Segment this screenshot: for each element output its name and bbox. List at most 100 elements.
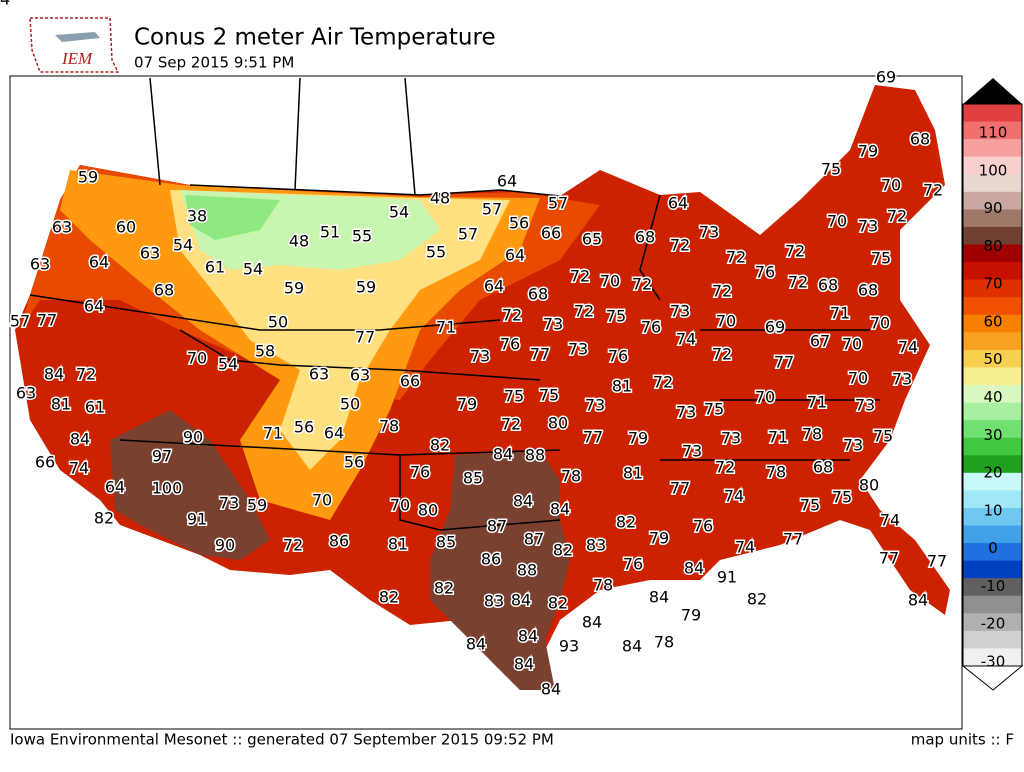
station-value: 72	[715, 458, 735, 477]
station-value: 83	[586, 536, 606, 555]
station-value: 68	[910, 130, 930, 149]
colorbar-tick-label: -30	[981, 653, 1006, 671]
station-value: 75	[821, 160, 841, 179]
station-value: 76	[500, 335, 520, 354]
station-value: 70	[870, 314, 890, 333]
station-value: 77	[530, 345, 550, 364]
station-value: 82	[548, 594, 568, 613]
station-value: 83	[484, 592, 504, 611]
colorbar-tick-label: 80	[983, 237, 1002, 255]
station-value: 64	[324, 424, 344, 443]
station-value: 87	[487, 517, 507, 536]
station-value: 73	[682, 442, 702, 461]
station-value: 48	[289, 232, 309, 251]
station-value: 54	[173, 236, 193, 255]
station-value: 73	[858, 217, 878, 236]
station-value: 73	[670, 302, 690, 321]
colorbar-tick-label: 40	[983, 388, 1002, 406]
colorbar-top	[963, 78, 1022, 104]
station-value: 70	[390, 496, 410, 515]
colorbar-segment	[963, 437, 1022, 456]
colorbar-tick-label: 70	[983, 275, 1002, 293]
region-hot-sw	[110, 410, 270, 560]
colorbar-segment	[963, 543, 1022, 562]
station-value: 91	[717, 568, 737, 587]
colorbar-segment	[963, 349, 1022, 368]
station-value: 50	[268, 313, 288, 332]
station-value: 72	[887, 207, 907, 226]
colorbar-segment	[963, 455, 1022, 474]
station-value: 78	[766, 463, 786, 482]
station-value: 61	[85, 398, 105, 417]
station-value: 54	[243, 260, 263, 279]
station-value: 74	[735, 538, 755, 557]
station-value: 56	[294, 418, 314, 437]
station-value: 56	[509, 214, 529, 233]
colorbar-tick-label: -20	[981, 615, 1006, 633]
station-value: 63	[140, 244, 160, 263]
station-value: 80	[418, 501, 438, 520]
station-value: 82	[430, 436, 450, 455]
station-value: 74	[880, 511, 900, 530]
station-value: 64	[484, 277, 504, 296]
station-value: 80	[859, 476, 879, 495]
station-value: 54	[218, 355, 238, 374]
station-value: 70	[600, 272, 620, 291]
station-value: 75	[606, 307, 626, 326]
station-value: 81	[623, 464, 643, 483]
station-value: 69	[876, 68, 896, 87]
station-value: 77	[37, 311, 57, 330]
station-value: 97	[152, 447, 172, 466]
station-value: 72	[283, 536, 303, 555]
station-value: 91	[187, 510, 207, 529]
station-value: 51	[320, 223, 340, 242]
station-value: 71	[436, 318, 456, 337]
station-value: 73	[470, 347, 490, 366]
station-value: 67	[810, 332, 830, 351]
station-value: 75	[873, 427, 893, 446]
station-value: 77	[783, 530, 803, 549]
colorbar-segment	[963, 174, 1022, 193]
station-value: 73	[543, 315, 563, 334]
colorbar-segment	[963, 297, 1022, 316]
station-value: 100	[152, 479, 183, 498]
station-value: 76	[410, 463, 430, 482]
station-value: 84	[44, 365, 64, 384]
colorbar-tick-label: 60	[983, 312, 1002, 330]
station-value: 77	[583, 428, 603, 447]
colorbar-segment	[963, 385, 1022, 404]
station-value: 68	[813, 458, 833, 477]
colorbar-segment	[963, 578, 1022, 597]
station-value: 75	[539, 386, 559, 405]
colorbar-segment	[963, 279, 1022, 298]
station-value: 73	[892, 370, 912, 389]
station-value: 73	[676, 403, 696, 422]
station-value: 68	[528, 285, 548, 304]
station-value: 64	[668, 194, 688, 213]
colorbar-tick-label: 100	[979, 161, 1008, 179]
station-value: 72	[670, 236, 690, 255]
station-value: 84	[550, 500, 570, 519]
station-value: 80	[548, 414, 568, 433]
station-value: 63	[350, 366, 370, 385]
station-value: 76	[623, 555, 643, 574]
colorbar-segment	[963, 314, 1022, 333]
station-value: 56	[344, 453, 364, 472]
boundaries	[29, 77, 880, 531]
station-value: 70	[755, 388, 775, 407]
station-value: 79	[858, 142, 878, 161]
station-value: 70	[716, 312, 736, 331]
station-value: 70	[312, 491, 332, 510]
station-value: 55	[352, 227, 372, 246]
station-value: 75	[832, 488, 852, 507]
colorbar-tick-label: 30	[983, 426, 1002, 444]
station-value: 50	[340, 395, 360, 414]
station-value: 84	[493, 445, 513, 464]
station-value: 84	[70, 430, 90, 449]
station-value: 78	[593, 576, 613, 595]
subtitle: 07 Sep 2015 9:51 PM	[134, 54, 294, 72]
station-value: 82	[379, 588, 399, 607]
station-value: 64	[505, 246, 525, 265]
station-value: 82	[616, 513, 636, 532]
